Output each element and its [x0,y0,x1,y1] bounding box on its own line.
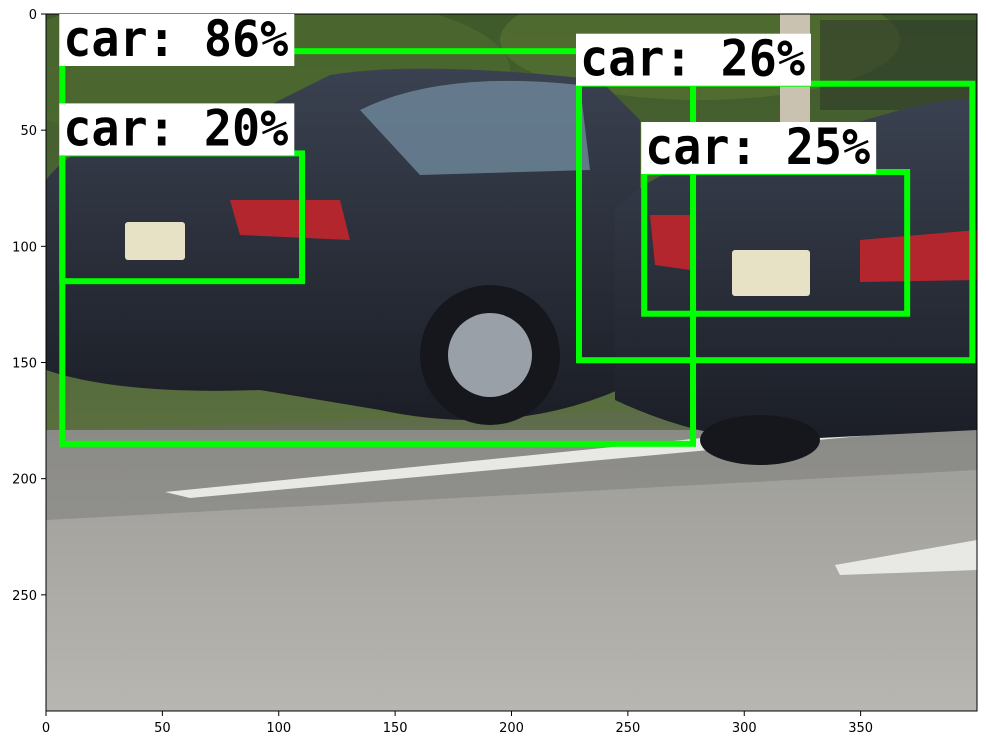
detection-label-bg [59,14,295,66]
x-tick-label: 200 [499,721,524,736]
x-tick-label: 250 [615,721,640,736]
y-tick-label: 0 [29,8,37,23]
y-tick-label: 150 [12,357,37,372]
detection-label-bg [641,121,877,174]
detection-boxes: car: 86% car: 20% car: 26% car: 25% [59,10,976,447]
y-tick-label: 200 [12,473,37,488]
detection-label: car: 26% [580,30,805,88]
x-tick-label: 350 [848,721,873,736]
x-tick-label: 150 [383,721,408,736]
x-tick-label: 0 [42,721,50,736]
detection-label-bg [575,33,811,86]
x-axis: 0 50 100 150 200 250 300 350 [42,711,873,736]
x-tick-label: 300 [732,721,757,736]
detection-label-bg [59,103,295,156]
x-tick-label: 100 [266,721,291,736]
detection-label: car: 25% [645,118,870,176]
y-tick-label: 100 [12,240,37,255]
y-tick-label: 50 [20,124,37,139]
y-axis: 0 50 100 150 200 250 [12,8,46,604]
detection-label: car: 20% [63,99,288,157]
x-tick-label: 50 [154,721,171,736]
detection-label: car: 86% [63,10,288,68]
y-tick-label: 250 [12,589,37,604]
